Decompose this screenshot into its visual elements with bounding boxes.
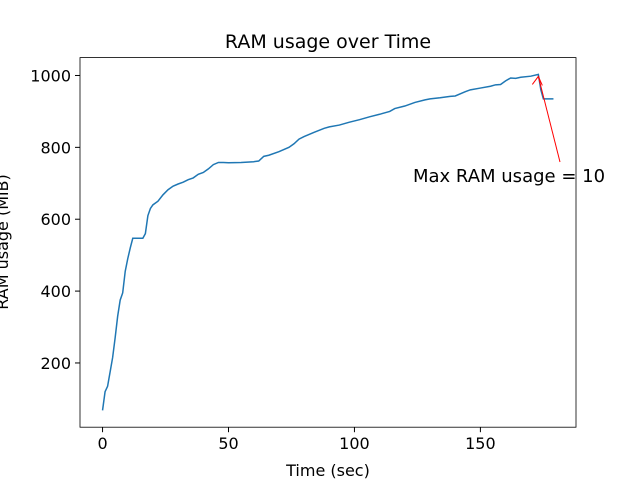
- annotation-arrowhead: [531, 75, 543, 86]
- y-tick-label: 1000: [30, 66, 71, 85]
- x-tick-label: 0: [97, 434, 107, 453]
- x-tick-label: 150: [465, 434, 496, 453]
- y-axis-label: RAM usage (MiB): [0, 174, 12, 309]
- y-tick-label: 400: [40, 282, 71, 301]
- y-tick-label: 200: [40, 354, 71, 373]
- x-tick-label: 50: [218, 434, 238, 453]
- y-tick-label: 600: [40, 210, 71, 229]
- x-tick-label: 100: [339, 434, 370, 453]
- y-tick-label: 800: [40, 138, 71, 157]
- line: [101, 73, 554, 411]
- x-axis-label: Time (sec): [285, 461, 370, 480]
- chart-title: RAM usage over Time: [225, 31, 431, 53]
- axes-frame: [79, 57, 577, 428]
- annotation-text: Max RAM usage = 10: [413, 166, 605, 187]
- annotation-arrow: [537, 76, 561, 163]
